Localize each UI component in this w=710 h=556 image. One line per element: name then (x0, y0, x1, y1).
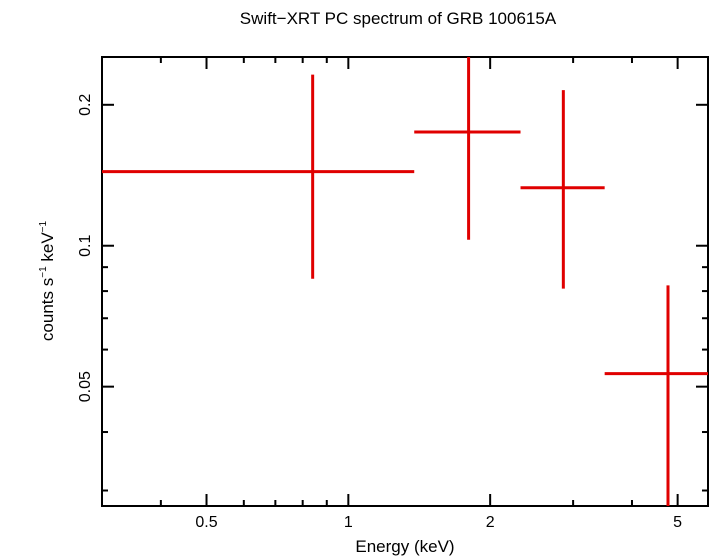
x-tick-label: 5 (673, 514, 682, 531)
data-point (604, 285, 708, 506)
x-tick-label: 0.5 (195, 514, 217, 531)
x-axis-ticks (159, 57, 679, 506)
y-tick-label: 0.05 (77, 371, 94, 402)
data-point (414, 57, 521, 240)
x-axis-label: Energy (keV) (355, 537, 454, 556)
chart-title: Swift−XRT PC spectrum of GRB 100615A (240, 9, 557, 28)
y-axis-label-sup1: −1 (38, 266, 49, 278)
data-point (102, 74, 415, 279)
y-axis-label: counts s−1 keV−1 (38, 220, 57, 341)
x-tick-labels: 0.5 1 2 5 (195, 514, 682, 531)
y-axis-label-main: counts s (38, 278, 57, 341)
y-axis-label-mid: keV (38, 232, 57, 267)
y-tick-label: 0.2 (77, 94, 94, 116)
y-axis-ticks (102, 103, 708, 492)
y-axis-label-sup2: −1 (38, 220, 49, 232)
plot-frame (101, 56, 709, 507)
y-tick-label: 0.1 (77, 235, 94, 257)
data-points (102, 57, 708, 506)
y-tick-labels: 0.05 0.1 0.2 (77, 94, 94, 403)
x-tick-label: 2 (486, 514, 495, 531)
data-point (520, 90, 605, 289)
x-tick-label: 1 (344, 514, 353, 531)
